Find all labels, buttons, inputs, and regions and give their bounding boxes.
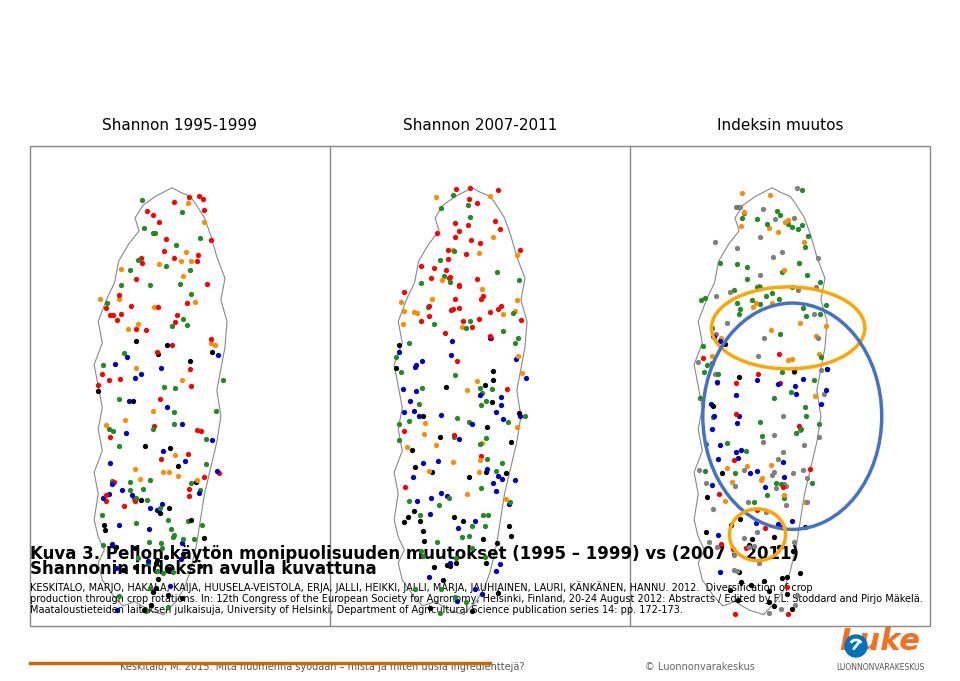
Text: Shannon 2007-2011: Shannon 2007-2011 [403, 118, 557, 133]
Text: LUONNONVARAKESKUS: LUONNONVARAKESKUS [836, 663, 924, 672]
Polygon shape [94, 188, 227, 614]
Text: Keskitalo, M. 2015. Mitä huomenna syödään – mistä ja miten uusia ingredienttejä?: Keskitalo, M. 2015. Mitä huomenna syödää… [120, 662, 524, 672]
Text: Indeksin muutos: Indeksin muutos [717, 118, 843, 133]
Text: Shannonin indeksin avulla kuvattuna: Shannonin indeksin avulla kuvattuna [30, 560, 376, 578]
FancyBboxPatch shape [30, 146, 930, 626]
Text: production through crop rotations. In: 12th Congress of the European Society for: production through crop rotations. In: 1… [30, 594, 923, 604]
FancyArrowPatch shape [853, 643, 858, 649]
Text: Kuva 3. Pellon käytön monipuolisuuden muutokset (1995 – 1999) vs (2007 – 2011): Kuva 3. Pellon käytön monipuolisuuden mu… [30, 545, 799, 563]
Text: Shannon 1995-1999: Shannon 1995-1999 [103, 118, 257, 133]
Text: © Luonnonvarakeskus: © Luonnonvarakeskus [645, 662, 755, 672]
Polygon shape [694, 188, 827, 614]
Text: Luke: Luke [840, 627, 921, 656]
Text: KESKITALO, MARJO, HAKALA, KAIJA, HUUSELA-VEISTOLA, ERJA, JALLI, HEIKKI, JALLI, M: KESKITALO, MARJO, HAKALA, KAIJA, HUUSELA… [30, 581, 812, 593]
Polygon shape [395, 188, 527, 614]
Text: Maataloustieteiden laitoksen julkaisuja, University of Helsinki, Department of A: Maataloustieteiden laitoksen julkaisuja,… [30, 605, 683, 615]
Circle shape [845, 635, 867, 657]
